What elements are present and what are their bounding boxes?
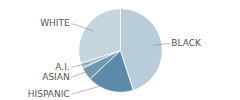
svg-text:BLACK: BLACK	[171, 38, 202, 48]
svg-text:HISPANIC: HISPANIC	[28, 89, 70, 99]
svg-text:ASIAN: ASIAN	[42, 72, 69, 82]
svg-text:A.I.: A.I.	[55, 62, 69, 72]
svg-text:WHITE: WHITE	[40, 18, 70, 28]
